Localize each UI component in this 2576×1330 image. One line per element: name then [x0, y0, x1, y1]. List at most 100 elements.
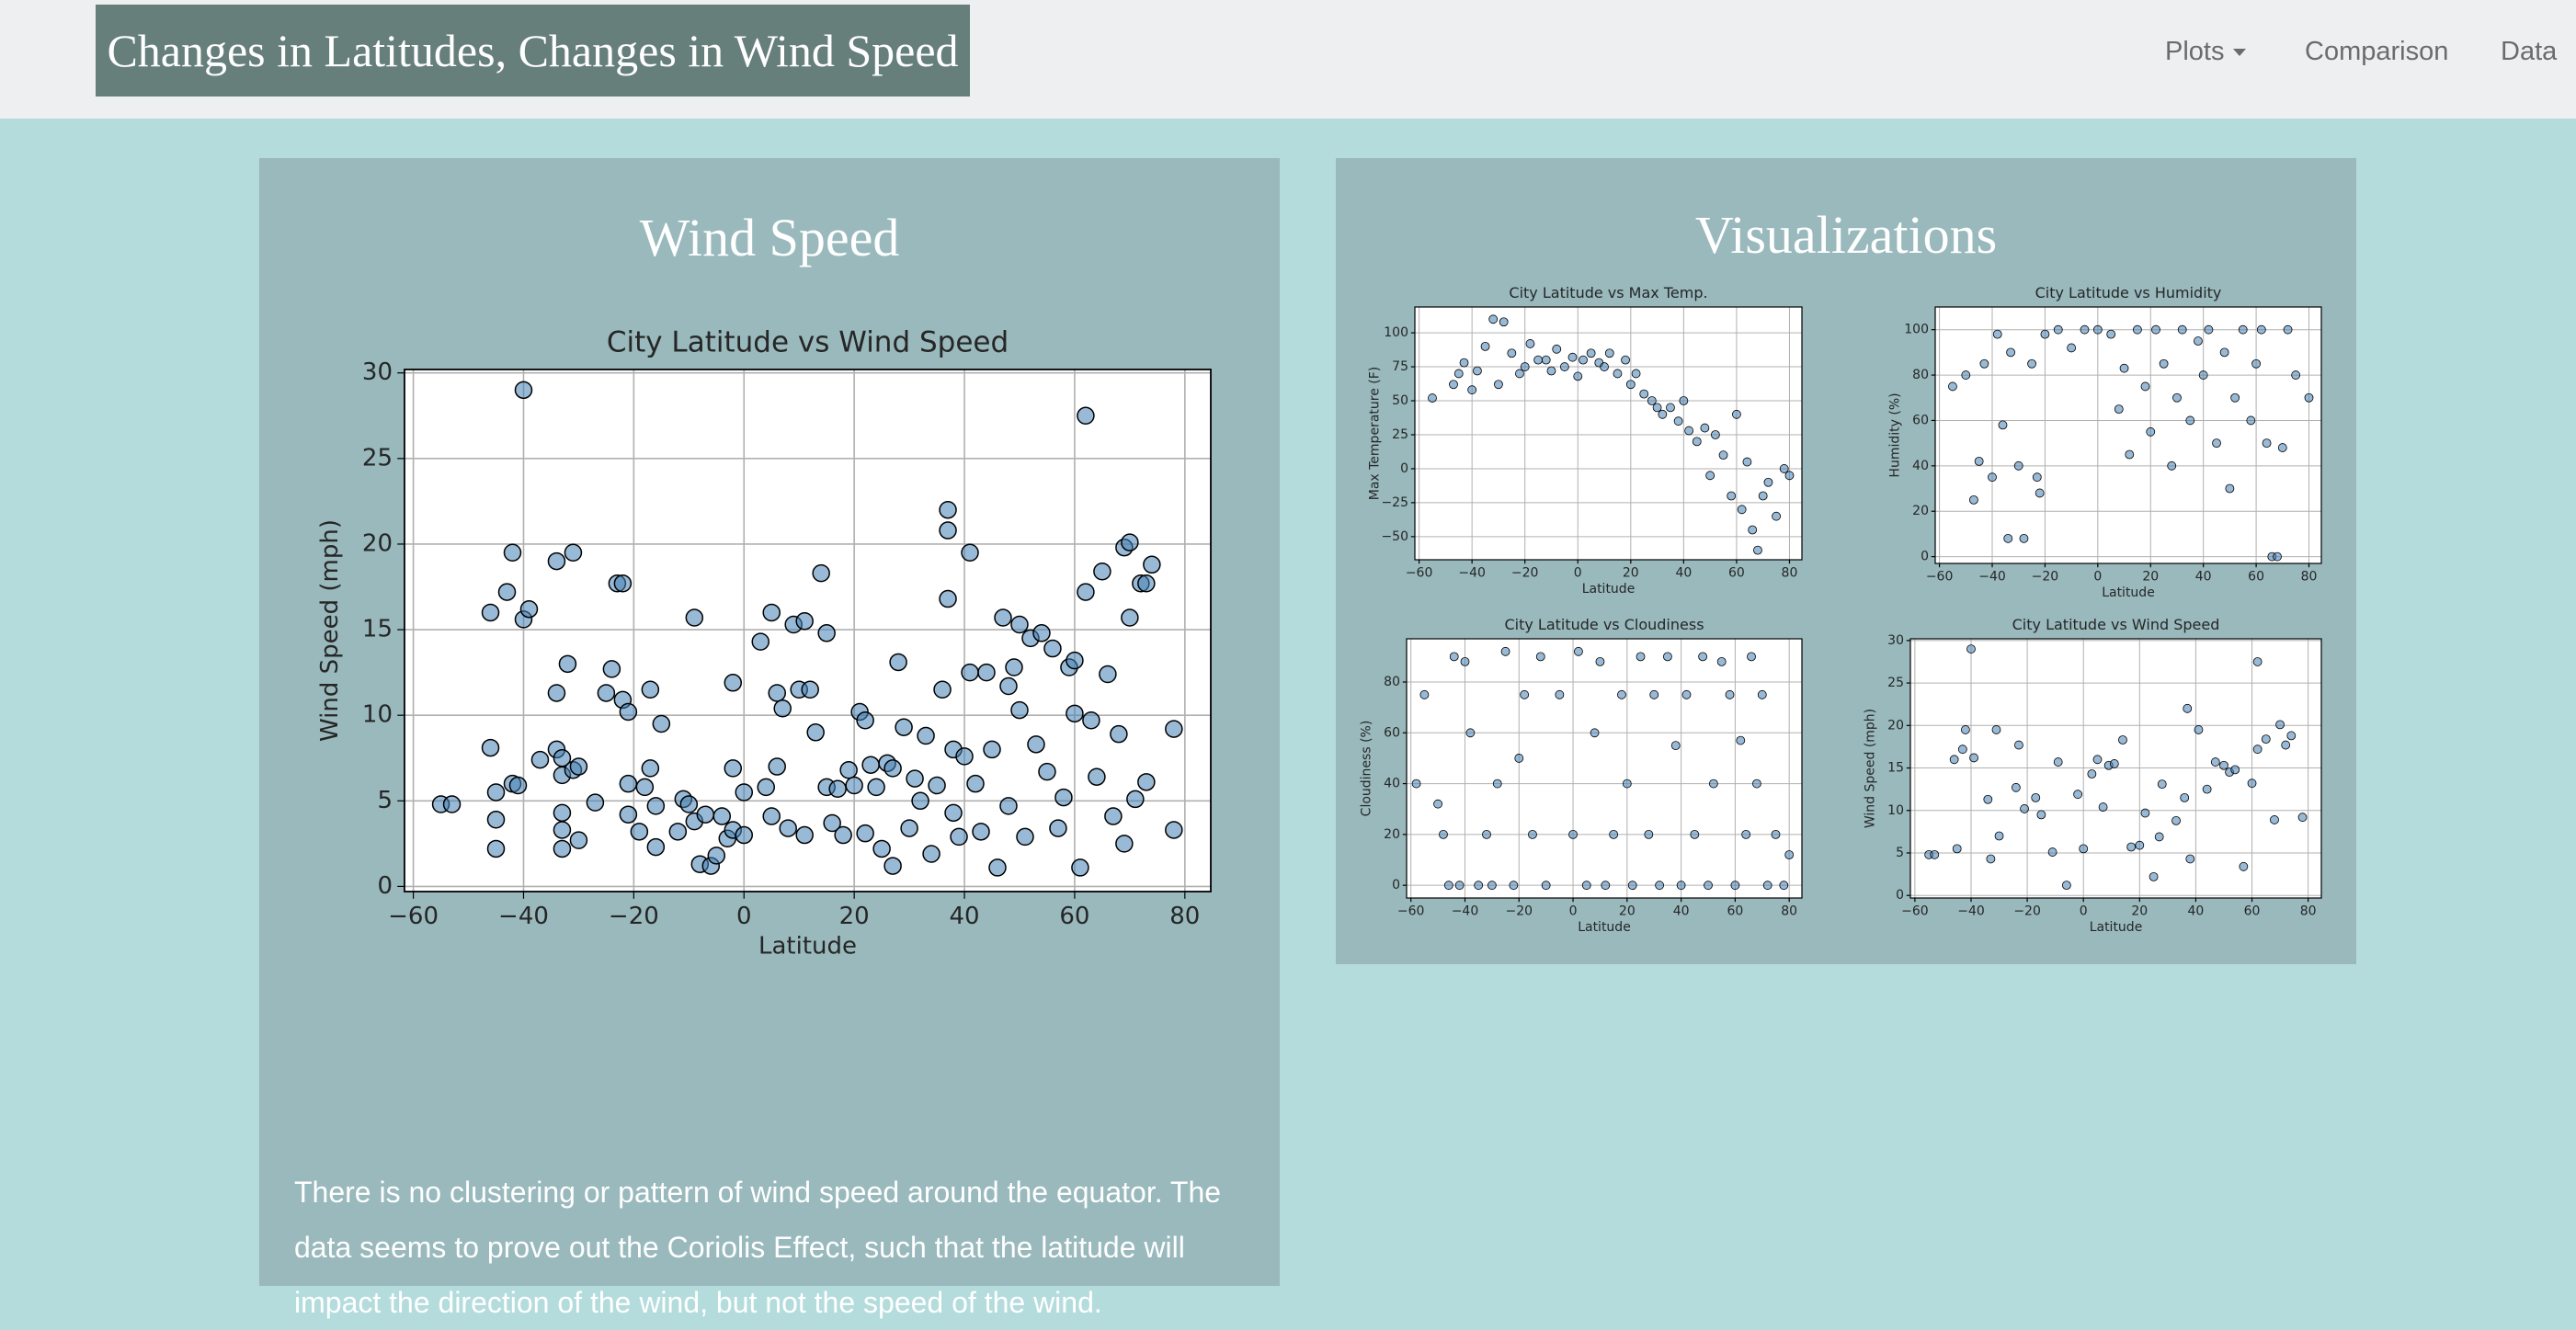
point: [1467, 385, 1477, 395]
x-tick-label: 80: [1169, 903, 1200, 930]
y-tick-label: 0: [1400, 461, 1408, 476]
point: [1453, 369, 1464, 379]
point: [2019, 533, 2029, 543]
y-tick-label: −50: [1381, 529, 1408, 544]
nav-data[interactable]: Data: [2501, 37, 2558, 66]
point: [1411, 779, 1421, 789]
x-tick-label: 40: [1675, 566, 1692, 581]
y-tick-label: 5: [1896, 846, 1904, 860]
point: [1032, 624, 1051, 642]
point: [1627, 881, 1637, 891]
x-axis-label: Latitude: [2090, 920, 2143, 935]
point: [768, 757, 786, 776]
point: [1419, 689, 1430, 699]
point: [2040, 329, 2050, 339]
nav-label[interactable]: Plots: [2165, 37, 2225, 66]
point: [2247, 779, 2257, 789]
point: [442, 795, 462, 813]
point: [1631, 369, 1641, 379]
point: [1625, 380, 1636, 390]
point: [558, 654, 577, 674]
x-tick-label: 20: [1619, 904, 1636, 919]
point: [955, 747, 974, 766]
point: [2219, 760, 2228, 770]
chart-title: City Latitude vs Max Temp.: [1509, 284, 1707, 301]
point: [806, 723, 825, 742]
point: [1016, 827, 1034, 847]
point: [961, 543, 979, 563]
point: [1700, 423, 1710, 433]
point: [983, 740, 1001, 759]
point: [2281, 740, 2291, 750]
x-tick-label: 60: [1059, 903, 1089, 930]
point: [1066, 704, 1084, 723]
point: [1772, 511, 1781, 521]
point: [2020, 804, 2029, 813]
y-tick-label: 5: [377, 787, 393, 814]
point: [1494, 380, 1503, 390]
point: [1644, 829, 1654, 839]
nav-plots[interactable]: Plots: [2165, 33, 2247, 70]
point: [1579, 355, 1588, 365]
point: [2079, 844, 2089, 854]
point: [2118, 735, 2127, 745]
point: [2119, 363, 2129, 373]
point: [911, 791, 929, 811]
point: [1983, 794, 1993, 804]
point: [2006, 347, 2016, 358]
point: [1698, 652, 1708, 662]
point: [2239, 861, 2249, 871]
point: [1742, 457, 1752, 467]
point: [1690, 829, 1700, 839]
x-tick-label: −40: [1957, 904, 1985, 919]
brand[interactable]: Changes in Latitudes, Changes in Wind Sp…: [96, 5, 970, 97]
point: [939, 500, 957, 519]
point: [1541, 355, 1551, 365]
x-axis-label: Latitude: [758, 932, 857, 960]
point: [1535, 652, 1545, 662]
point: [1991, 725, 2001, 734]
point: [2180, 792, 2190, 802]
point: [2252, 657, 2263, 666]
point: [2225, 483, 2235, 494]
point: [1986, 854, 1996, 864]
point: [2261, 734, 2271, 745]
point: [1705, 471, 1715, 481]
x-tick-label: 60: [1728, 566, 1745, 581]
point: [1613, 369, 1623, 379]
point: [1670, 741, 1681, 751]
point: [801, 680, 819, 699]
point: [2167, 460, 2177, 471]
plot-area: [405, 369, 1211, 892]
x-tick-label: −60: [1406, 566, 1433, 581]
point: [519, 599, 539, 619]
caret: [2233, 49, 2247, 57]
point: [1509, 881, 1519, 891]
point: [1465, 728, 1476, 738]
point: [2003, 533, 2013, 543]
point: [1992, 329, 2002, 339]
y-tick-label: 15: [1887, 761, 1904, 776]
point: [2126, 842, 2137, 852]
point: [762, 603, 781, 622]
point: [1500, 646, 1510, 656]
point: [2053, 324, 2063, 335]
y-tick-label: 25: [1392, 427, 1408, 442]
x-tick-label: 40: [2195, 570, 2212, 585]
point: [646, 797, 666, 815]
point: [1617, 689, 1626, 699]
x-tick-label: −20: [2032, 570, 2059, 585]
point: [1784, 471, 1795, 481]
point: [652, 714, 671, 733]
x-tick-label: −60: [1926, 570, 1954, 585]
point: [1673, 416, 1683, 426]
point: [839, 761, 858, 779]
point: [1622, 779, 1632, 789]
point: [1718, 450, 1728, 460]
y-tick-label: 0: [1921, 550, 1929, 564]
x-tick-label: 0: [2080, 904, 2088, 919]
point: [2011, 782, 2021, 792]
point: [2297, 813, 2308, 823]
point: [1459, 358, 1469, 368]
nav-comparison[interactable]: Comparison: [2305, 37, 2449, 66]
